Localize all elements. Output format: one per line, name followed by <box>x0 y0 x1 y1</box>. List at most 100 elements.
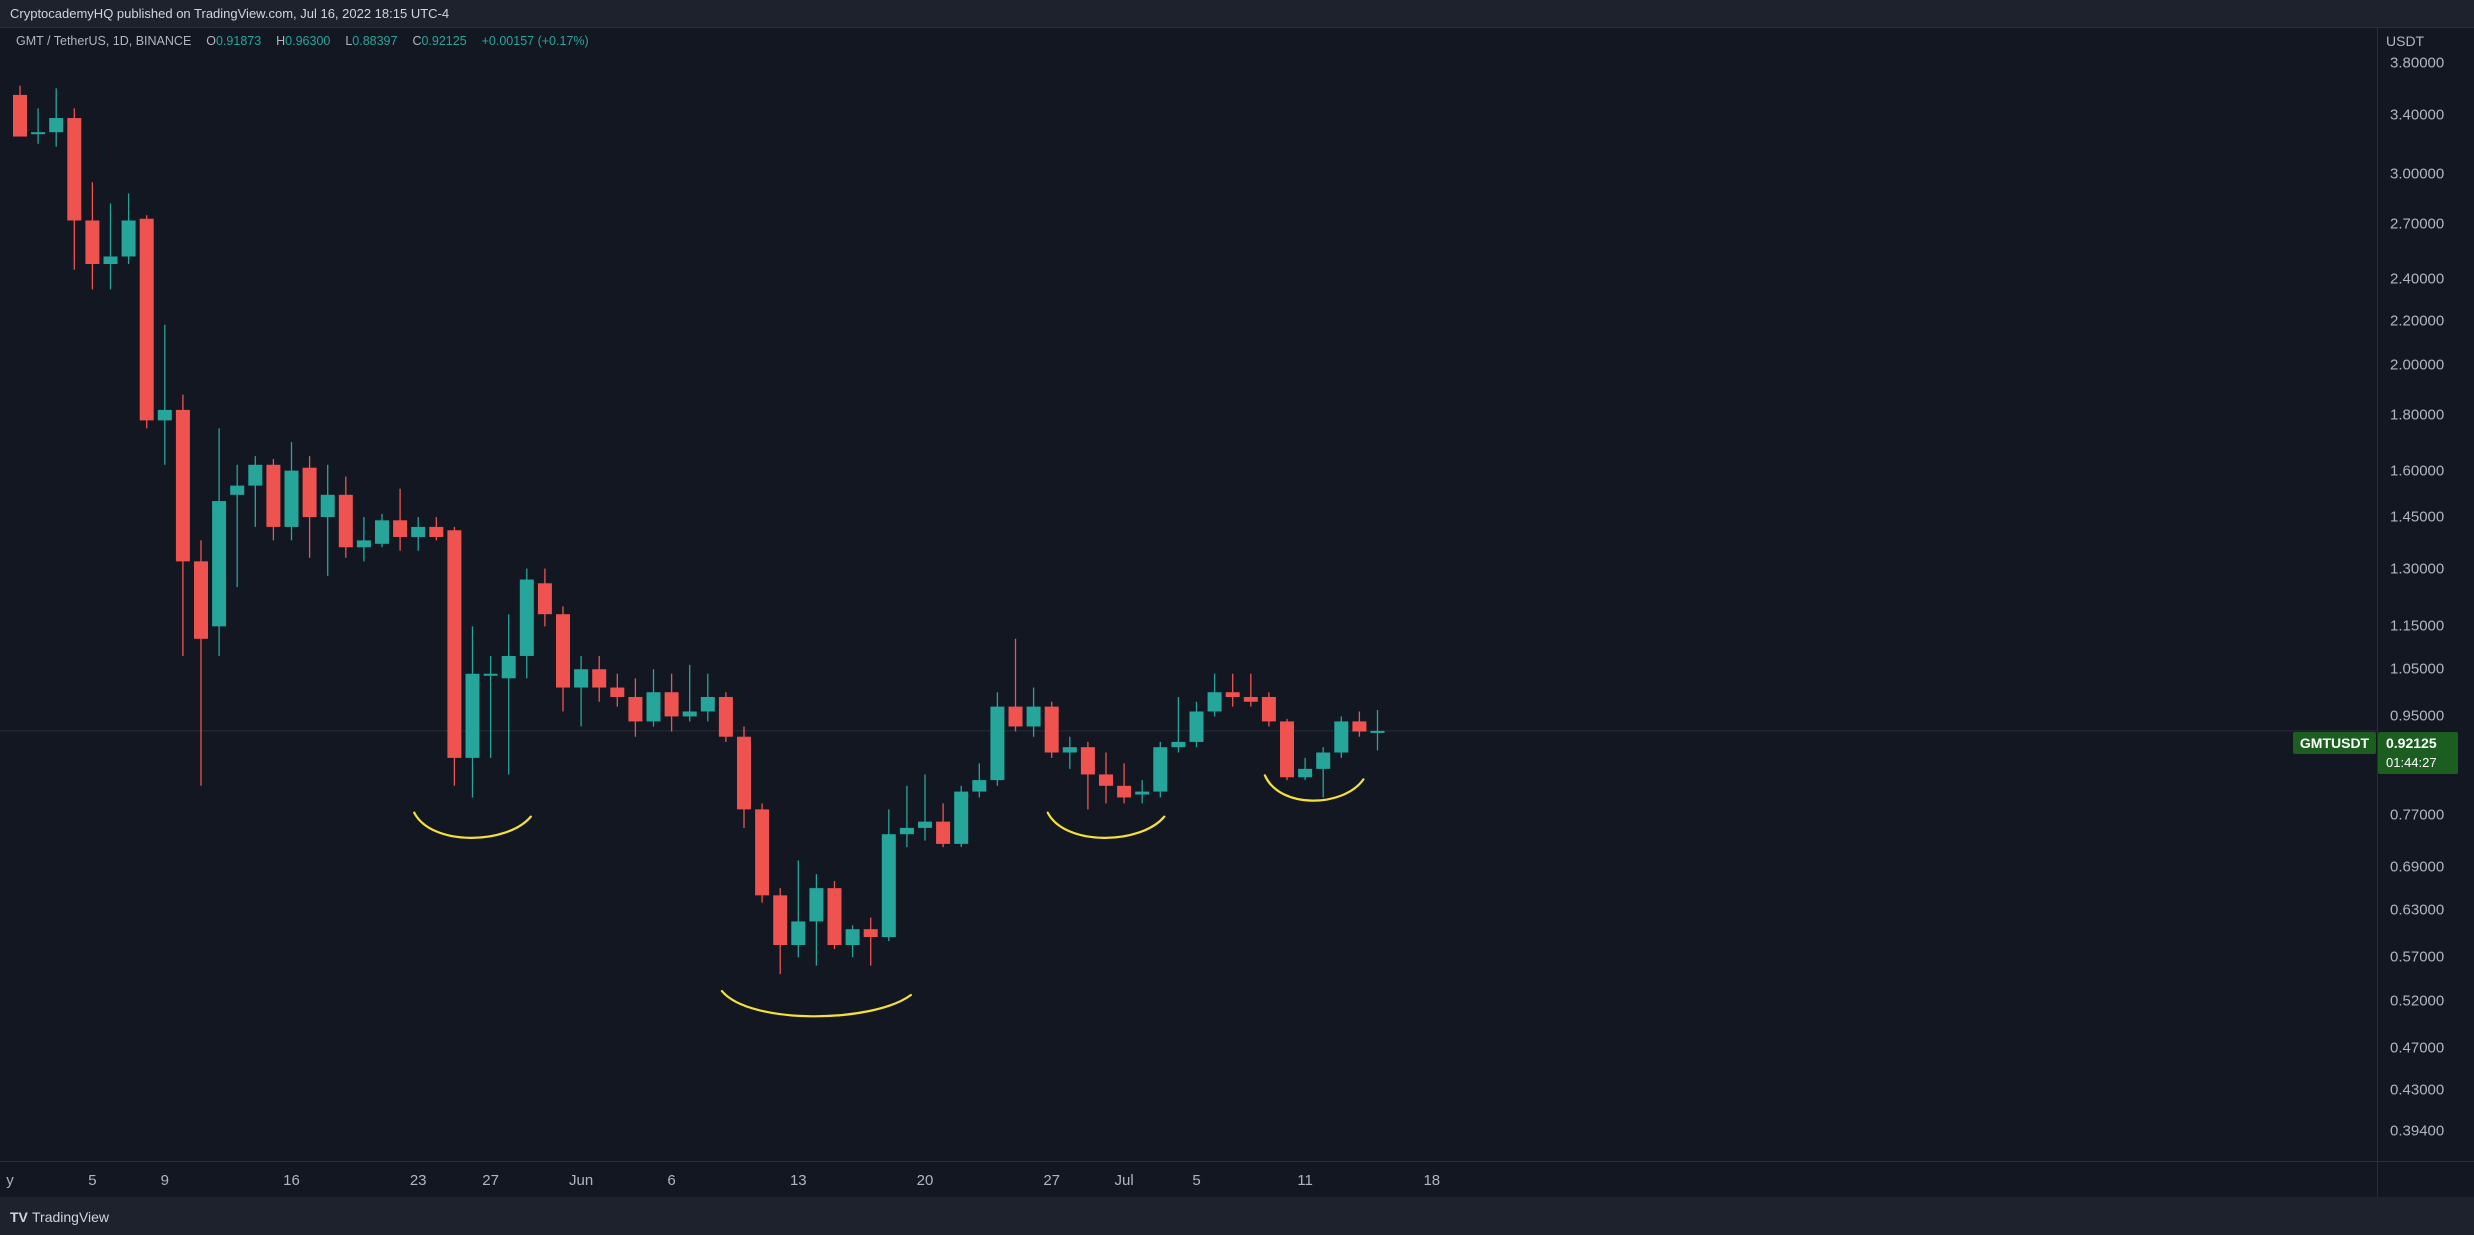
current-price-tag: 0.92125 01:44:27 <box>2378 732 2458 774</box>
candle-body <box>809 888 824 922</box>
price-axis-divider <box>2377 27 2378 1197</box>
candle-body <box>1026 706 1041 727</box>
candle-body <box>212 501 227 627</box>
price-tick-label: 2.70000 <box>2390 215 2445 233</box>
candle-body <box>574 669 589 688</box>
candle-body <box>519 579 534 656</box>
candle-body <box>465 673 480 758</box>
candle-body <box>1334 721 1349 753</box>
candle-body <box>1261 696 1276 722</box>
close-key: C <box>412 34 422 48</box>
candle-body <box>1189 711 1204 742</box>
candle-body <box>682 711 697 717</box>
candle-body <box>67 118 82 221</box>
bar-countdown: 01:44:27 <box>2386 755 2437 770</box>
candle-body <box>1099 774 1113 786</box>
time-tick-label: 5 <box>1192 1172 1201 1189</box>
price-axis[interactable] <box>2378 27 2474 1161</box>
candle-body <box>1298 768 1313 778</box>
candles-layer <box>13 85 1385 975</box>
freehand-annotation[interactable] <box>720 989 912 1018</box>
time-axis-divider <box>0 1161 2474 1162</box>
candle-body <box>1243 696 1258 702</box>
candle-body <box>610 687 625 697</box>
candle-body <box>320 494 335 518</box>
open-key: O <box>206 34 216 48</box>
candle-body <box>139 218 154 421</box>
candle-body <box>1280 721 1294 778</box>
candle-body <box>1370 730 1385 733</box>
candle-body <box>1207 692 1222 712</box>
price-tick-label: 3.80000 <box>2390 54 2445 72</box>
candle-body <box>194 561 208 639</box>
candle-body <box>1153 747 1168 792</box>
time-tick-label: 18 <box>1423 1172 1441 1189</box>
candle-body <box>990 706 1005 781</box>
price-tick-label: 0.63000 <box>2390 901 2445 919</box>
tradingview-logo-icon[interactable]: TV <box>10 1209 28 1225</box>
freehand-annotation[interactable] <box>413 811 532 839</box>
candle-body <box>881 834 896 938</box>
candle-body <box>338 494 353 548</box>
symbol-price-tag: GMTUSDT <box>2293 732 2376 754</box>
time-tick-label: 23 <box>409 1172 427 1189</box>
symbol-title[interactable]: GMT / TetherUS, 1D, BINANCE <box>16 34 192 48</box>
low-key: L <box>345 34 353 48</box>
candle-body <box>863 929 878 938</box>
candle-body <box>646 692 661 722</box>
time-tick-label: 9 <box>160 1172 169 1189</box>
candle-body <box>954 791 969 844</box>
candle-body <box>31 132 46 135</box>
candle-body <box>718 696 733 737</box>
low-value: 0.88397 <box>352 34 398 48</box>
candle-body <box>918 821 932 828</box>
high-key: H <box>276 34 286 48</box>
candle-body <box>13 94 27 137</box>
price-tick-label: 1.80000 <box>2390 406 2445 424</box>
candle-body <box>1352 721 1367 732</box>
time-tick-label: 6 <box>667 1172 676 1189</box>
publisher-bar: CryptocademyHQ published on TradingView.… <box>0 0 2474 28</box>
candle-body <box>230 485 245 495</box>
price-tick-label: 0.57000 <box>2390 948 2445 966</box>
price-axis-currency: USDT <box>2386 33 2425 49</box>
freehand-annotation[interactable] <box>1046 811 1166 839</box>
time-tick-label: y <box>6 1172 14 1189</box>
candle-body <box>284 470 299 527</box>
candle-body <box>592 669 607 688</box>
price-tick-label: 2.20000 <box>2390 312 2445 329</box>
candle-body <box>827 888 842 946</box>
candle-body <box>1008 706 1023 727</box>
candle-body <box>936 821 951 844</box>
freehand-annotation[interactable] <box>1263 774 1365 802</box>
candle-body <box>773 895 788 946</box>
candle-body <box>845 929 860 946</box>
tradingview-logo-text[interactable]: TradingView <box>32 1209 110 1225</box>
candle-body <box>737 736 751 810</box>
time-tick-label: 20 <box>916 1172 934 1189</box>
candle-body <box>1225 692 1240 697</box>
price-tick-label: 1.30000 <box>2390 560 2445 578</box>
candlestick-chart[interactable] <box>0 27 2377 1197</box>
candle-body <box>175 409 190 562</box>
candle-body <box>1062 747 1077 753</box>
price-tick-label: 0.47000 <box>2390 1039 2445 1057</box>
candle-body <box>1171 741 1186 748</box>
candle-body <box>157 409 172 421</box>
price-tick-label: 0.39400 <box>2390 1122 2445 1140</box>
candle-body <box>628 696 643 722</box>
candle-body <box>700 696 715 712</box>
candle-body <box>393 520 408 537</box>
time-tick-label: 11 <box>1297 1172 1313 1189</box>
time-tick-label: 13 <box>789 1172 807 1189</box>
high-value: 0.96300 <box>285 34 331 48</box>
price-tick-label: 0.43000 <box>2390 1081 2445 1099</box>
candle-body <box>248 464 263 486</box>
footer-bar: TV TradingView <box>0 1197 2474 1235</box>
candle-body <box>1135 791 1150 795</box>
price-tick-label: 2.00000 <box>2390 356 2445 374</box>
candle-body <box>791 921 806 946</box>
candle-body <box>85 220 100 265</box>
ohlc-legend[interactable]: GMT / TetherUS, 1D, BINANCE O0.91873 H0.… <box>16 34 589 48</box>
